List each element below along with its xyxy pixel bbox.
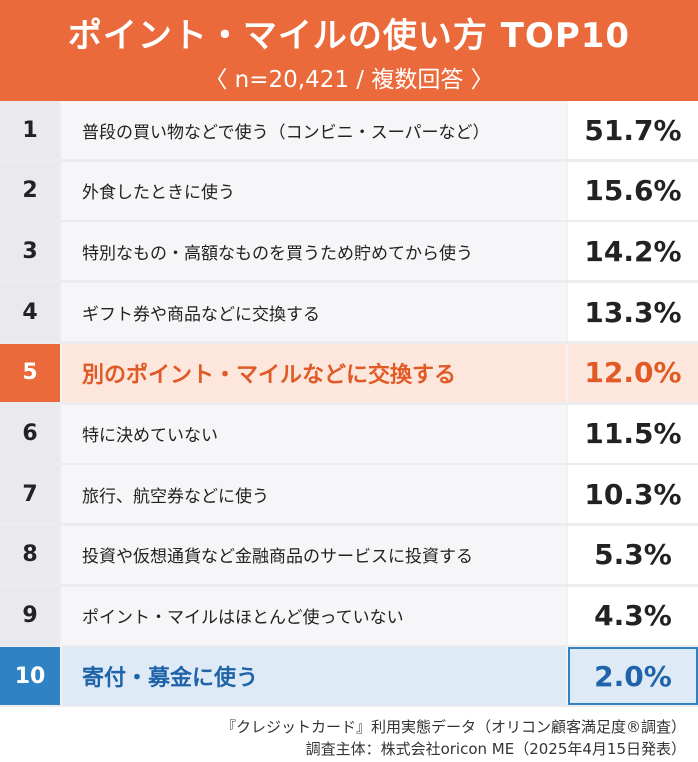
rank-number: 3 [0,222,60,281]
row-value: 2.0% [568,647,698,706]
row-label: 別のポイント・マイルなどに交換する [62,343,566,402]
chart-subtitle: 〈 n=20,421 / 複数回答 〉 [204,67,494,93]
row-label: 普段の買い物などで使う（コンビニ・スーパーなど） [62,101,566,159]
chart-title: ポイント・マイルの使い方 TOP10 [67,16,631,56]
rank-number: 1 [0,101,60,159]
row-label: 寄付・募金に使う [62,647,566,706]
source-publisher: 調査主体：株式会社oricon ME（2025年4月15日発表） [305,740,686,758]
rank-number: 7 [0,465,60,524]
row-label: 旅行、航空券などに使う [62,465,566,524]
chart-header: ポイント・マイルの使い方 TOP10 〈 n=20,421 / 複数回答 〉 [0,0,698,101]
table-row: 9 ポイント・マイルはほとんど使っていない 4.3% [0,586,698,645]
rank-number: 5 [0,343,60,402]
row-value: 5.3% [568,525,698,584]
rank-number: 2 [0,161,60,220]
rank-number: 8 [0,525,60,584]
table-row: 10 寄付・募金に使う 2.0% [0,647,698,706]
row-label: 外食したときに使う [62,161,566,220]
table-row: 5 別のポイント・マイルなどに交換する 12.0% [0,343,698,402]
ranking-table: 1 普段の買い物などで使う（コンビニ・スーパーなど） 51.7% 2 外食したときに使う… [0,101,698,707]
row-label: 特別なもの・高額なものを買うため貯めてから使う [62,222,566,281]
row-value: 11.5% [568,404,698,463]
table-row: 3 特別なもの・高額なものを買うため貯めてから使う 14.2% [0,222,698,281]
row-value: 14.2% [568,222,698,281]
table-row: 8 投資や仮想通貨など金融商品のサービスに投資する 5.3% [0,525,698,584]
row-value: 51.7% [568,101,698,159]
rank-number: 4 [0,283,60,342]
table-row: 1 普段の買い物などで使う（コンビニ・スーパーなど） 51.7% [0,101,698,159]
row-label: 特に決めていない [62,404,566,463]
source-note: 『クレジットカード』利用実態データ（オリコン顧客満足度®調査） [220,718,686,736]
row-label: ポイント・マイルはほとんど使っていない [62,586,566,645]
rank-number: 10 [0,647,60,706]
rank-number: 9 [0,586,60,645]
row-value: 4.3% [568,586,698,645]
rank-number: 6 [0,404,60,463]
row-label: ギフト券や商品などに交換する [62,283,566,342]
row-value: 13.3% [568,283,698,342]
table-row: 6 特に決めていない 11.5% [0,404,698,463]
table-row: 7 旅行、航空券などに使う 10.3% [0,465,698,524]
row-value: 15.6% [568,161,698,220]
row-value: 10.3% [568,465,698,524]
table-row: 4 ギフト券や商品などに交換する 13.3% [0,283,698,342]
row-value: 12.0% [568,343,698,402]
table-row: 2 外食したときに使う 15.6% [0,161,698,220]
row-label: 投資や仮想通貨など金融商品のサービスに投資する [62,525,566,584]
